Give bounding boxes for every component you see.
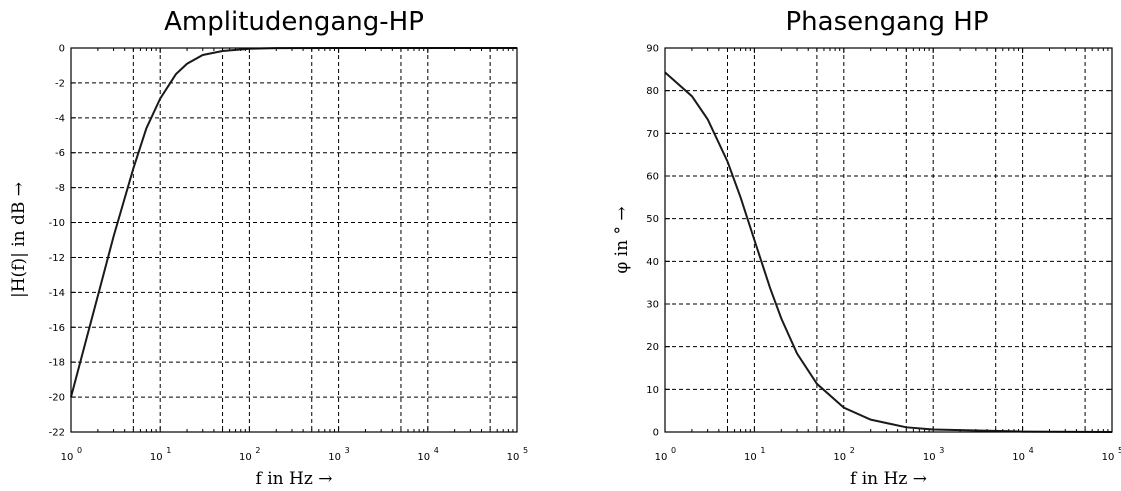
x-tick-exponent: 0 xyxy=(77,446,82,455)
y-tick-label: 0 xyxy=(59,44,65,55)
y-tick-label: -10 xyxy=(49,218,65,229)
x-tick-label: 10 xyxy=(833,452,846,463)
x-tick-label: 10 xyxy=(417,452,430,463)
y-tick-label: 50 xyxy=(646,214,659,225)
chart-title: Amplitudengang-HP xyxy=(164,7,424,37)
x-axis-label: f in Hz → xyxy=(256,469,333,489)
x-tick-label: 10 xyxy=(923,452,936,463)
x-tick-exponent: 5 xyxy=(523,446,528,455)
y-tick-label: 40 xyxy=(646,257,659,268)
x-tick-label: 10 xyxy=(744,452,757,463)
x-tick-label: 10 xyxy=(1012,452,1025,463)
y-tick-label: -6 xyxy=(55,148,65,159)
x-tick-label: 10 xyxy=(239,452,252,463)
plot-area-frame xyxy=(70,47,518,433)
y-tick-label: 0 xyxy=(653,428,659,439)
x-tick-exponent: 1 xyxy=(166,446,171,455)
y-tick-label: -16 xyxy=(49,323,65,334)
x-axis-label: f in Hz → xyxy=(850,469,927,489)
y-tick-label: 80 xyxy=(646,86,659,97)
x-tick-exponent: 3 xyxy=(939,446,944,455)
plot-area-frame xyxy=(664,47,1113,433)
y-tick-label: 70 xyxy=(646,129,659,140)
y-tick-label: 60 xyxy=(646,172,659,183)
chart-title: Phasengang HP xyxy=(785,7,988,37)
x-tick-exponent: 4 xyxy=(434,446,439,455)
x-tick-exponent: 1 xyxy=(760,446,765,455)
y-tick-label: -22 xyxy=(49,428,65,439)
x-tick-label: 10 xyxy=(150,452,163,463)
x-tick-label: 10 xyxy=(507,452,520,463)
y-tick-label: -4 xyxy=(55,113,65,124)
y-tick-label: -12 xyxy=(49,253,65,264)
x-tick-exponent: 4 xyxy=(1029,446,1034,455)
y-tick-label: -20 xyxy=(49,393,65,404)
x-tick-label: 10 xyxy=(1102,452,1115,463)
x-tick-exponent: 3 xyxy=(345,446,350,455)
x-tick-exponent: 5 xyxy=(1118,446,1121,455)
chart-2: Phasengang HP010203040506070809010010110… xyxy=(612,7,1121,489)
y-tick-label: 90 xyxy=(646,44,659,55)
x-tick-exponent: 2 xyxy=(255,446,260,455)
x-tick-label: 10 xyxy=(328,452,341,463)
y-tick-label: -14 xyxy=(49,288,65,299)
y-tick-label: -2 xyxy=(55,78,65,89)
y-tick-label: -8 xyxy=(55,183,65,194)
y-axis-label: φ in ° → xyxy=(612,206,632,273)
x-tick-exponent: 2 xyxy=(850,446,855,455)
chart-1: Amplitudengang-HP 0 -2 -4 -6 -8 -10 -12 -14 -16 -1… xyxy=(9,7,528,489)
x-tick-label: 10 xyxy=(655,452,668,463)
series-line xyxy=(664,71,1113,433)
y-tick-label: 10 xyxy=(646,385,659,396)
y-tick-label: 30 xyxy=(646,300,659,311)
y-axis-label: |H(f)| in dB → xyxy=(9,182,29,298)
y-tick-label: 20 xyxy=(646,342,659,353)
x-tick-label: 10 xyxy=(61,452,74,463)
y-tick-label: -18 xyxy=(49,358,65,369)
x-tick-exponent: 0 xyxy=(671,446,676,455)
